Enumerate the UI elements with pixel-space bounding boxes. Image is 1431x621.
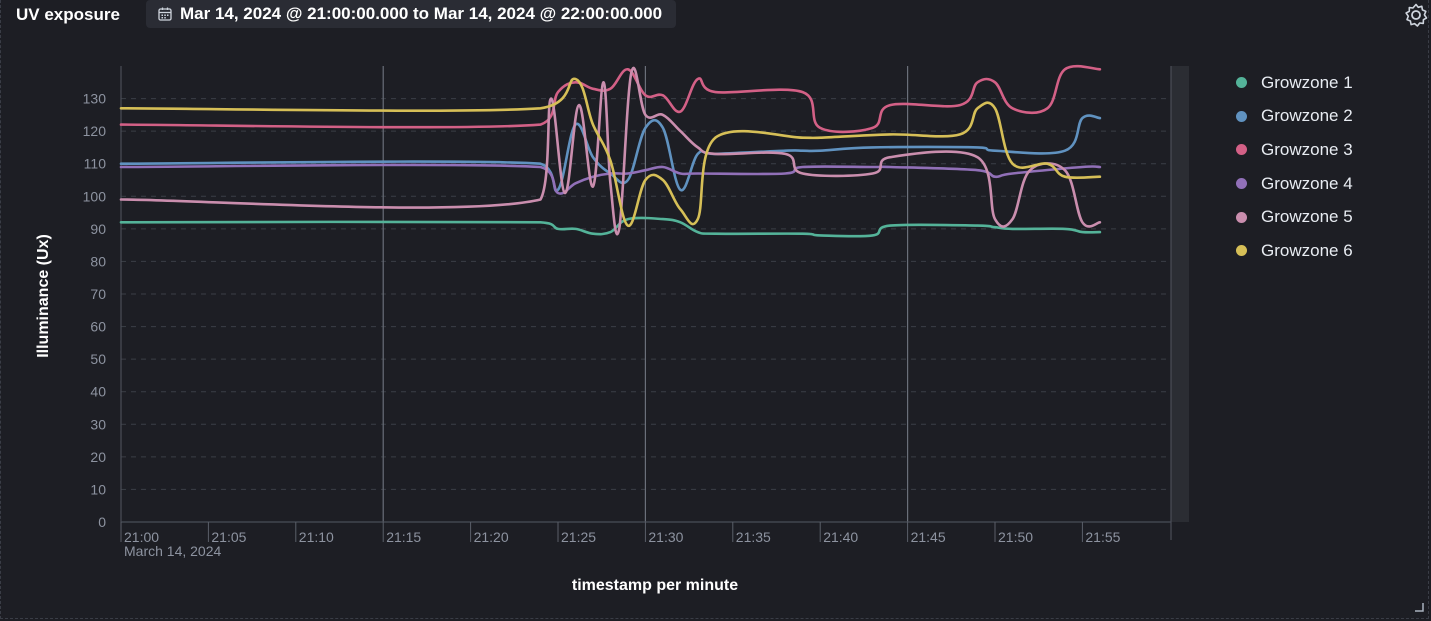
x-tick-label: 21:35 [736,529,771,545]
y-tick-label: 20 [90,449,106,465]
y-tick-label: 100 [83,188,107,204]
legend-swatch [1236,110,1247,122]
legend-item[interactable]: Growzone 4 [1236,167,1353,201]
legend-label: Growzone 5 [1261,207,1353,227]
x-axis-label: timestamp per minute [572,577,738,594]
legend-item[interactable]: Growzone 6 [1236,234,1353,268]
y-tick-label: 0 [98,514,106,530]
legend-swatch [1236,144,1247,156]
y-tick-label: 130 [83,91,107,107]
legend-label: Growzone 2 [1261,106,1353,126]
legend-swatch [1236,211,1247,223]
x-tick-label: 21:25 [561,529,596,545]
x-tick-label: 21:55 [1085,529,1120,545]
series-line-5 [119,66,1102,236]
y-tick-label: 40 [90,384,106,400]
y-tick-label: 30 [90,416,106,432]
legend-swatch [1236,77,1247,89]
legend-item[interactable]: Growzone 5 [1236,200,1353,234]
y-tick-label: 110 [84,156,107,172]
time-range-badge[interactable]: Mar 14, 2024 @ 21:00:00.000 to Mar 14, 2… [146,0,677,28]
x-tick-label: 21:10 [299,529,334,545]
series-line-2 [119,114,1102,193]
legend-item[interactable]: Growzone 1 [1236,66,1353,100]
legend-label: Growzone 1 [1261,72,1353,92]
y-tick-label: 60 [90,319,106,335]
x-tick-label: 21:15 [386,529,421,545]
gear-icon[interactable] [1403,2,1429,28]
y-tick-label: 90 [90,221,106,237]
y-tick-label: 120 [83,123,107,139]
chart-legend: Growzone 1 Growzone 2 Growzone 3 Growzone 4… [1236,66,1353,268]
x-axis-date-label: March 14, 2024 [124,543,221,559]
y-tick-label: 70 [90,286,106,302]
plot-edge-band [1171,66,1189,522]
legend-item[interactable]: Growzone 2 [1236,100,1353,134]
x-tick-label: 21:00 [124,529,159,545]
legend-label: Growzone 4 [1261,173,1353,193]
series-line-6 [119,77,1102,227]
legend-label: Growzone 3 [1261,139,1353,159]
resize-handle-icon[interactable] [1414,602,1424,612]
time-range-text: Mar 14, 2024 @ 21:00:00.000 to Mar 14, 2… [180,4,663,23]
x-tick-label: 21:05 [211,529,246,545]
y-tick-label: 80 [90,253,106,269]
x-tick-label: 21:45 [911,529,946,545]
legend-label: Growzone 6 [1261,240,1353,260]
x-tick-label: 21:40 [823,529,858,545]
x-tick-label: 21:50 [998,529,1033,545]
legend-item[interactable]: Growzone 3 [1236,133,1353,167]
y-tick-label: 10 [90,481,106,497]
y-axis-label: Illuminance (Ux) [35,234,52,358]
x-tick-label: 21:30 [648,529,683,545]
series-line-1 [119,216,1102,238]
panel-title: UV exposure [16,5,120,24]
y-tick-label: 50 [90,351,106,367]
legend-swatch [1236,178,1247,190]
calendar-icon [158,7,172,21]
x-tick-label: 21:20 [474,529,509,545]
legend-swatch [1236,245,1247,257]
series-line-4 [119,163,1102,195]
